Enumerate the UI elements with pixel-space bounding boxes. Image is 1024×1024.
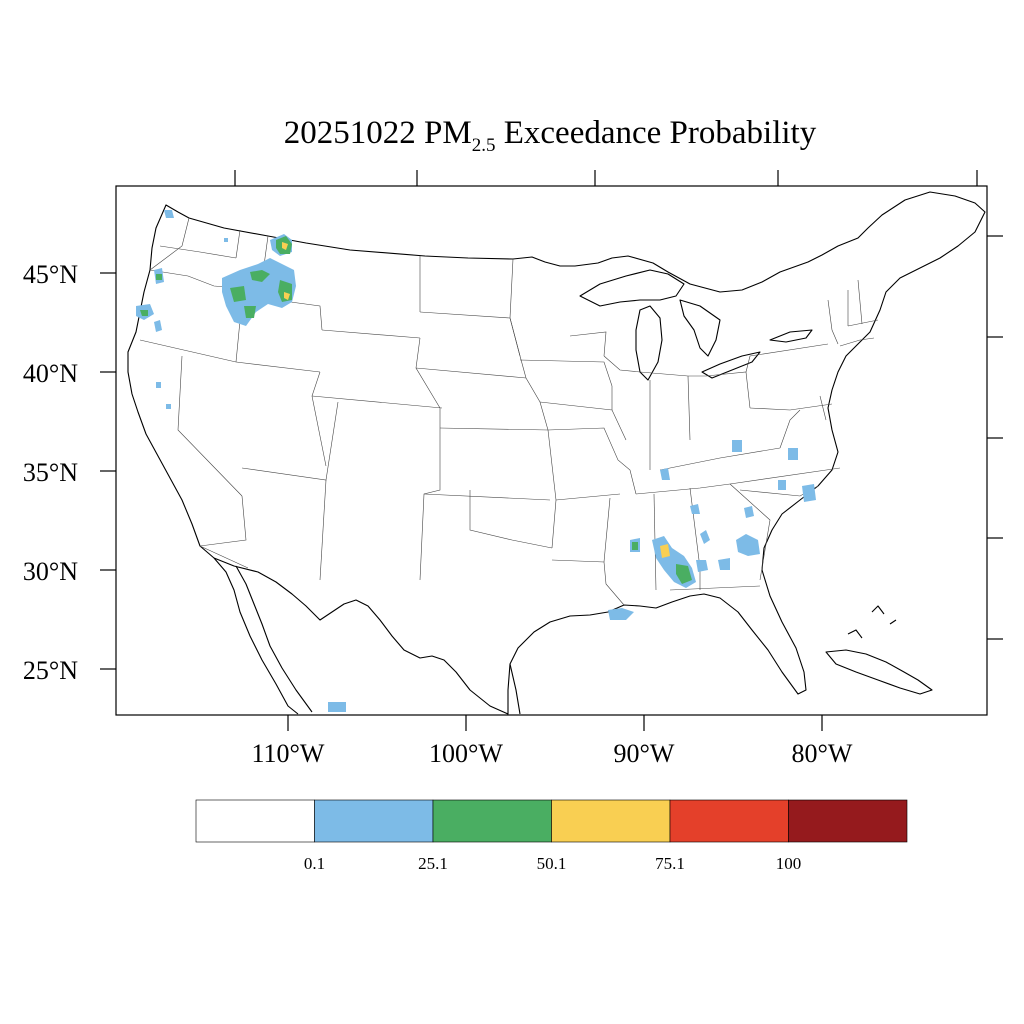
blue-region <box>222 258 296 326</box>
cuba <box>825 649 933 695</box>
gulf-mexico-coast <box>509 663 521 715</box>
green-region <box>230 286 246 302</box>
bahamas <box>847 605 897 639</box>
longitude-labels: 110°W 100°W 90°W 80°W <box>252 739 853 768</box>
colorbar-label: 25.1 <box>418 854 448 873</box>
blue-region <box>788 448 798 460</box>
blue-region <box>802 484 816 502</box>
lake-michigan <box>635 305 663 381</box>
colorbar-swatch-0 <box>195 799 315 843</box>
lat-label: 45°N <box>23 260 78 289</box>
green-region <box>156 274 162 280</box>
lon-label: 90°W <box>614 739 675 768</box>
colorbar-swatch-2 <box>432 799 552 843</box>
lake-erie <box>701 351 761 379</box>
blue-region <box>732 440 742 452</box>
green-region <box>244 306 256 318</box>
lat-label: 35°N <box>23 458 78 487</box>
us-outline <box>127 191 986 715</box>
blue-region <box>696 560 708 572</box>
colorbar-swatch-5 <box>788 799 908 843</box>
yellow-region <box>282 242 288 250</box>
blue-region <box>660 468 670 480</box>
colorbar-swatch-3 <box>551 799 671 843</box>
lake-huron <box>679 299 721 357</box>
colorbar-swatch-1 <box>314 799 434 843</box>
state-boundaries <box>139 217 879 606</box>
colorbar-label: 50.1 <box>537 854 567 873</box>
lake-superior <box>579 269 685 307</box>
green-region <box>676 564 692 584</box>
mexico-coast <box>213 557 299 715</box>
baja-gulf <box>235 565 313 713</box>
green-region <box>632 542 638 550</box>
green-region <box>250 270 270 282</box>
lon-label: 110°W <box>252 739 325 768</box>
blue-region <box>166 404 171 409</box>
colorbar-label: 75.1 <box>655 854 685 873</box>
blue-region <box>608 608 634 620</box>
latitude-labels: 45°N 40°N 35°N 30°N 25°N <box>23 260 78 685</box>
blue-region <box>156 382 161 388</box>
colorbar-swatch-4 <box>669 799 789 843</box>
lon-label: 80°W <box>792 739 853 768</box>
probability-shading <box>136 210 816 712</box>
blue-region <box>690 504 700 514</box>
lat-label: 40°N <box>23 359 78 388</box>
yellow-region <box>284 292 290 300</box>
lake-ontario <box>769 329 813 343</box>
blue-region <box>224 238 228 242</box>
colorbar-label: 0.1 <box>304 854 325 873</box>
blue-region <box>718 558 730 570</box>
green-region <box>140 310 148 316</box>
colorbar-label: 100 <box>776 854 802 873</box>
color-bar: 0.1 25.1 50.1 75.1 100 <box>195 799 908 873</box>
map-title: 20251022 PM2.5 Exceedance Probability <box>284 115 817 156</box>
blue-region <box>154 320 162 332</box>
map-frame <box>115 185 988 716</box>
blue-region <box>328 702 346 712</box>
map-panel <box>115 185 988 716</box>
blue-region <box>744 506 754 518</box>
yellow-region <box>660 544 670 558</box>
blue-region <box>778 480 786 490</box>
blue-region <box>164 210 174 218</box>
lat-label: 25°N <box>23 656 78 685</box>
lat-label: 30°N <box>23 557 78 586</box>
axis-ticks <box>100 170 1003 731</box>
blue-region <box>700 530 710 544</box>
blue-region <box>736 534 760 556</box>
lon-label: 100°W <box>429 739 503 768</box>
